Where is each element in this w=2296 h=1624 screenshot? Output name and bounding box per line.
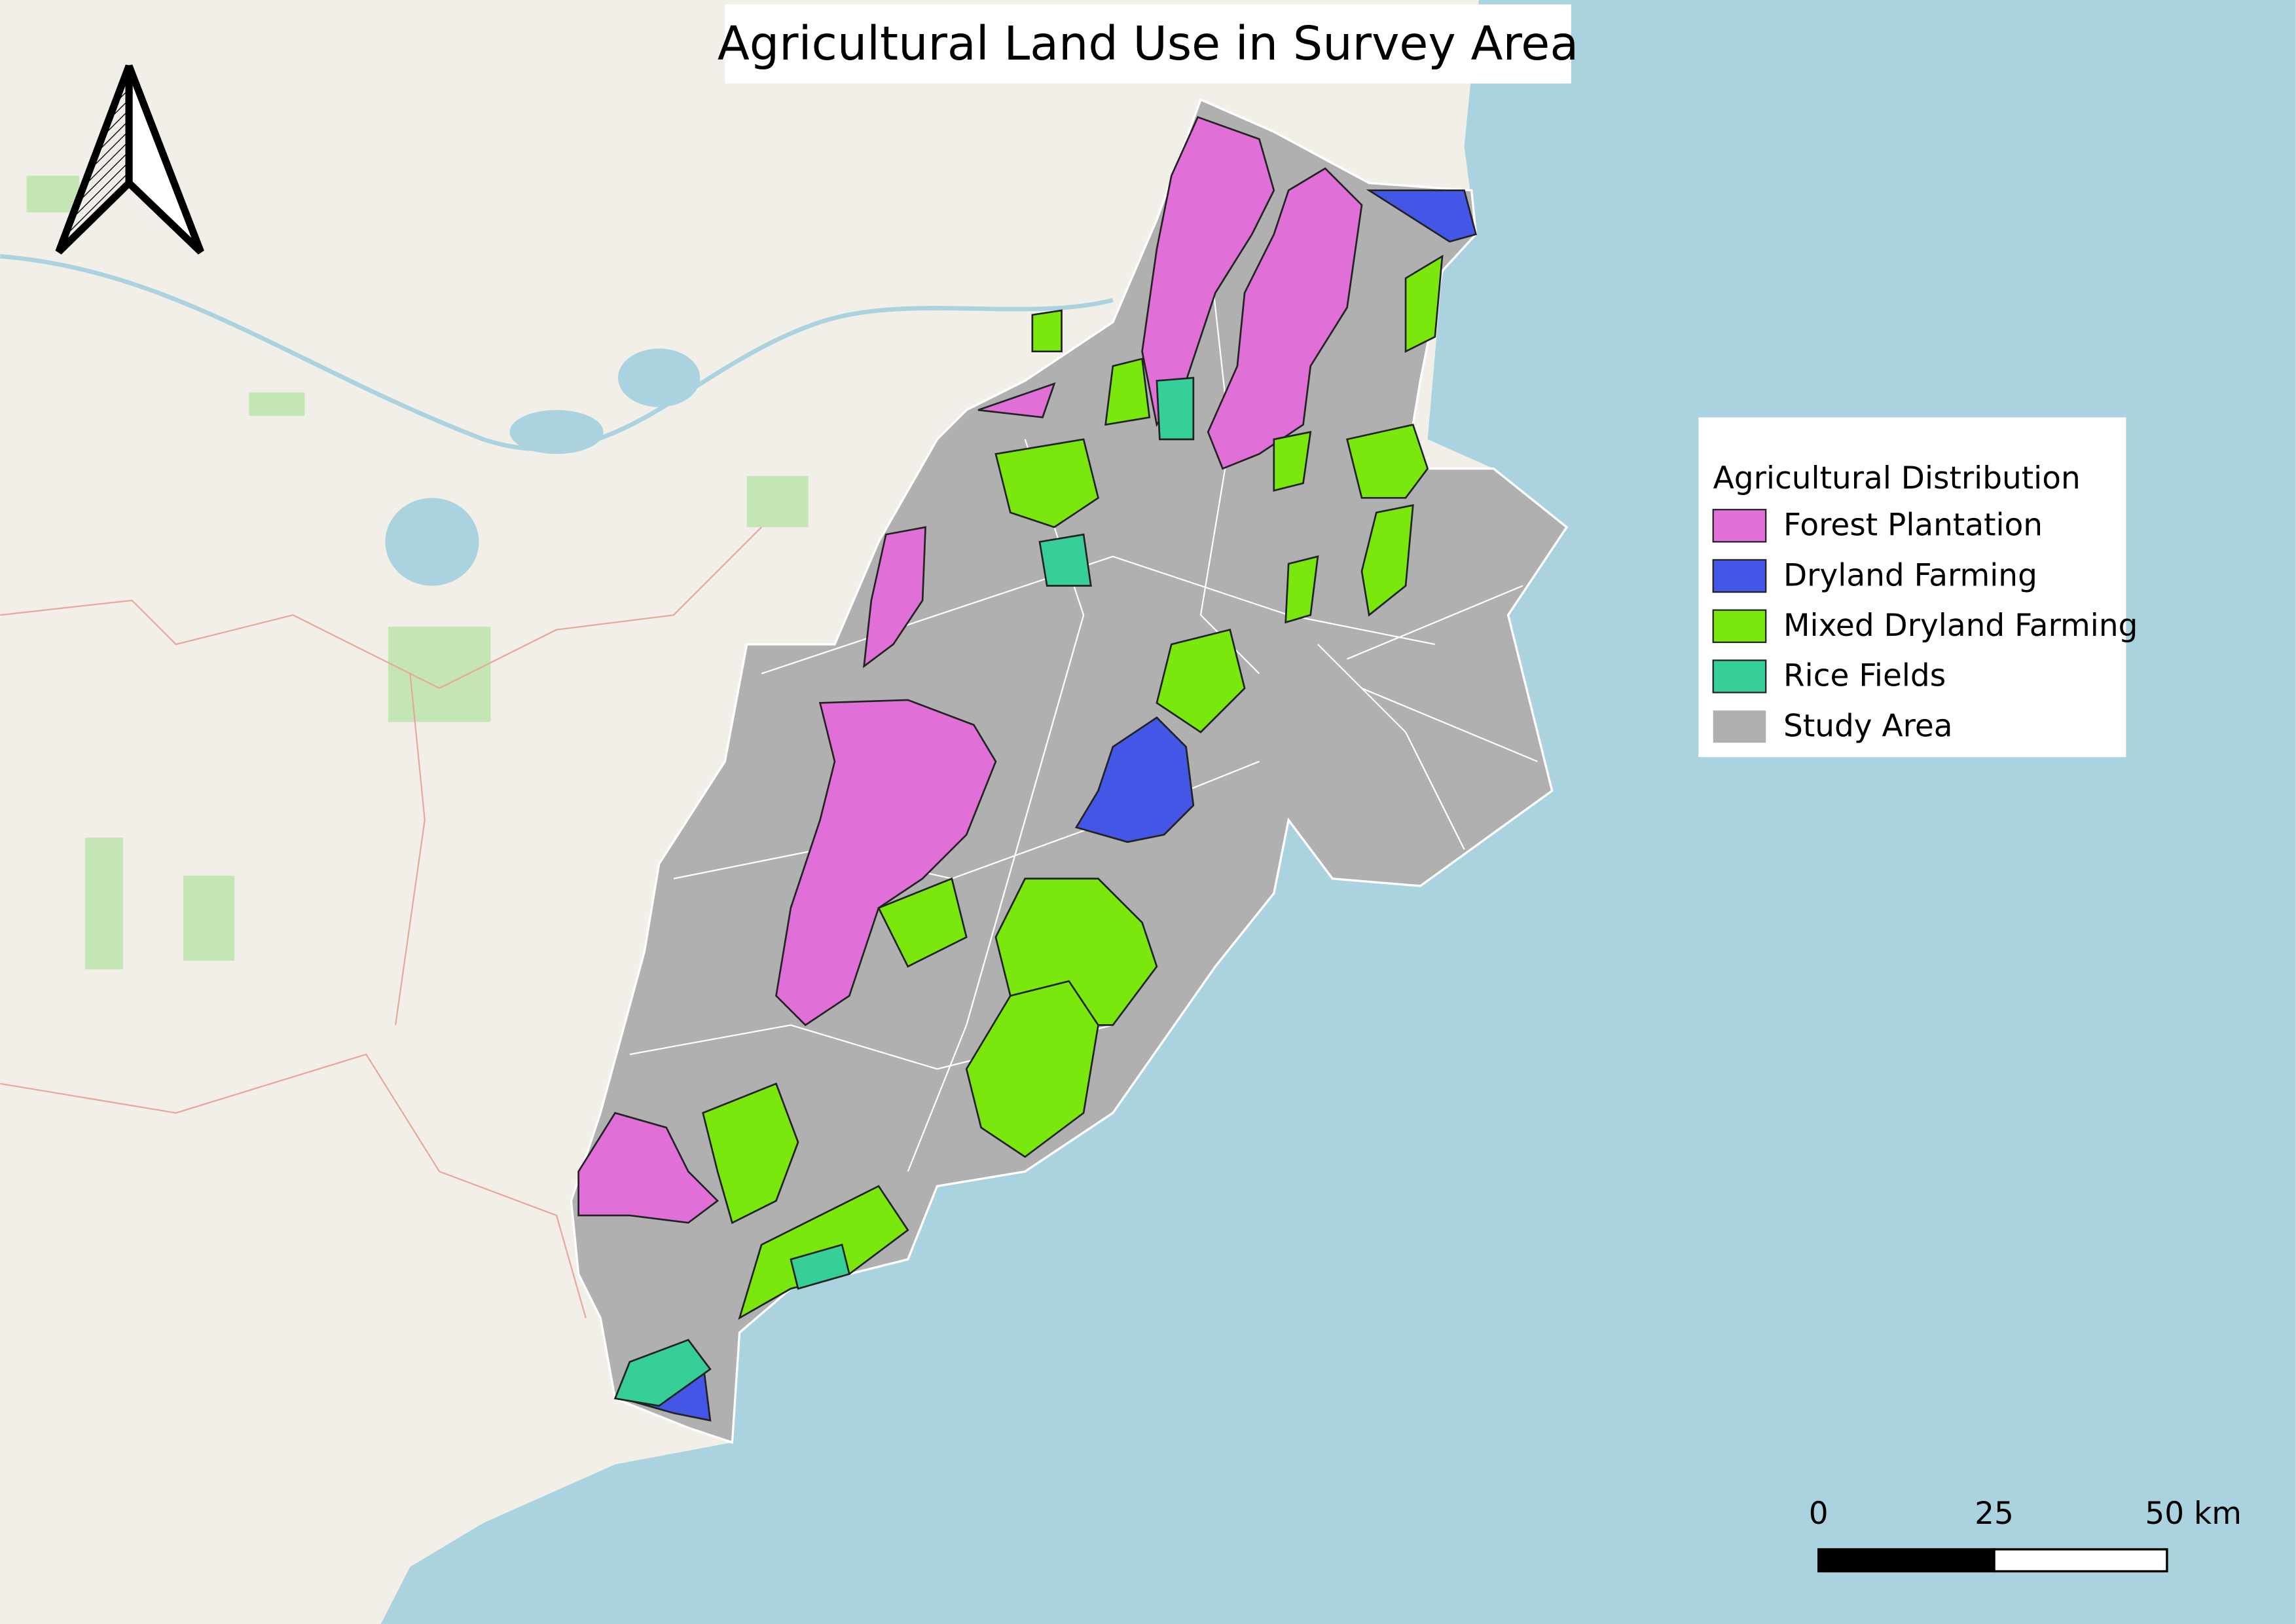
land-use-patch: [702, 1082, 799, 1225]
boundaries: [0, 526, 762, 1318]
river: [0, 254, 1114, 452]
north-arrow-right: [125, 64, 204, 255]
boundary: [394, 673, 426, 1025]
land-use-patch: [1345, 423, 1429, 499]
legend-swatch: [1712, 509, 1767, 543]
legend-label: Forest Plantation: [1783, 507, 2043, 544]
park: [746, 475, 809, 528]
park: [84, 838, 124, 970]
scale-segment: [1993, 1548, 2168, 1573]
land-use-patch: [1156, 628, 1246, 733]
scale-label: 0: [1809, 1496, 1829, 1532]
north-arrow: [55, 64, 204, 255]
legend-title: Agricultural Distribution: [1713, 460, 2081, 496]
land-use-patch: [1285, 555, 1319, 624]
legend-swatch: [1712, 559, 1767, 593]
land-use-patch: [1360, 504, 1414, 617]
lake: [385, 498, 479, 586]
land-use-patch: [965, 980, 1099, 1158]
legend-box: [1698, 417, 2126, 758]
land-use-patch: [1273, 431, 1312, 492]
land-use-patch: [994, 877, 1158, 1026]
land-use-patch: [1038, 533, 1092, 587]
legend-swatch: [1712, 609, 1767, 643]
lake: [617, 348, 701, 407]
legend: Agricultural Distribution Forest Plantat…: [1698, 417, 2138, 758]
park: [249, 392, 305, 416]
legend-label: Study Area: [1783, 708, 1953, 744]
land-use-patch: [613, 1338, 712, 1407]
subdivision-line: [1317, 585, 1538, 850]
parks: [26, 175, 809, 970]
land-use-patch: [775, 699, 997, 1027]
map-title: Agricultural Land Use in Survey Area: [718, 16, 1578, 71]
park: [388, 627, 491, 722]
park: [26, 175, 80, 213]
boundary: [0, 1053, 587, 1318]
land-use-patches: [577, 116, 1478, 1422]
legend-swatch: [1713, 710, 1766, 743]
park: [183, 876, 235, 961]
land-use-patch: [994, 438, 1099, 528]
boundary: [0, 526, 762, 690]
land-use-patch: [862, 526, 926, 669]
scale-label: 25: [1975, 1496, 2014, 1532]
title-box: [725, 4, 1571, 84]
land-use-patch: [1156, 377, 1195, 441]
legend-label: Mixed Dryland Farming: [1783, 608, 2138, 644]
legend-swatch: [1712, 659, 1767, 693]
scale-segment: [1817, 1548, 1995, 1573]
scale-label: 50 km: [2145, 1496, 2242, 1532]
land-use-patch: [1031, 309, 1063, 353]
land-use-patch: [790, 1244, 850, 1290]
land-use-patch: [877, 877, 968, 968]
land-use-patch: [977, 382, 1056, 418]
legend-label: Dryland Farming: [1783, 557, 2037, 593]
land-use-patch: [577, 1111, 720, 1224]
scale-bar: 0 25 50 km: [1809, 1496, 2242, 1573]
land-use-patch: [1404, 254, 1444, 353]
land-use-patch: [1074, 716, 1195, 843]
land-use-patch: [1207, 167, 1363, 470]
sea: [380, 0, 2296, 1624]
legend-label: Rice Fields: [1783, 658, 1946, 694]
land-use-patch: [1366, 189, 1478, 243]
land-use-patch: [1104, 358, 1151, 426]
